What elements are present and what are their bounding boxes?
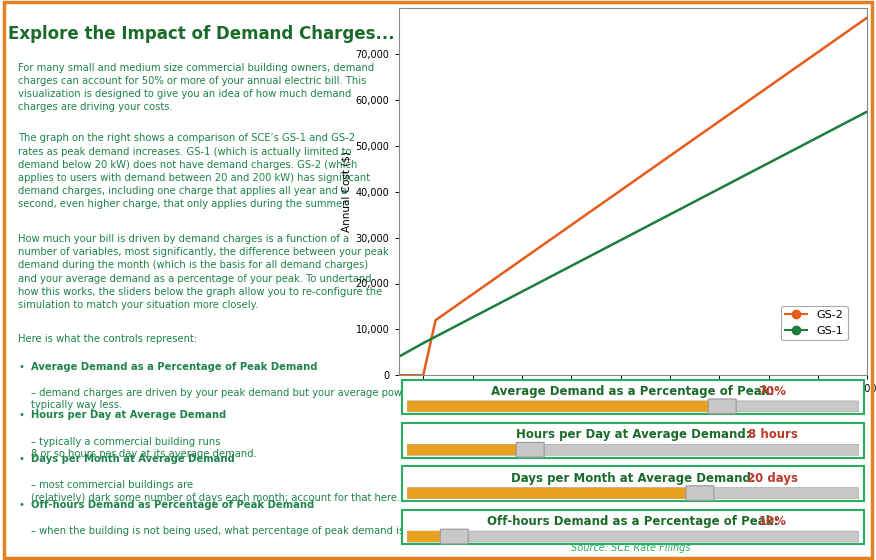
Text: For many small and medium size commercial building owners, demand
charges can ac: For many small and medium size commercia… [18, 63, 374, 113]
Text: Source: SCE Rate Filings: Source: SCE Rate Filings [571, 543, 690, 553]
FancyBboxPatch shape [686, 486, 714, 501]
Text: How much your bill is driven by demand charges is a function of a
number of vari: How much your bill is driven by demand c… [18, 234, 389, 310]
Text: •: • [18, 454, 24, 464]
Text: Off-hours Demand as Percentage of Peak Demand: Off-hours Demand as Percentage of Peak D… [32, 500, 314, 510]
Text: •: • [18, 362, 24, 372]
Legend: GS-2, GS-1: GS-2, GS-1 [781, 306, 848, 340]
FancyBboxPatch shape [402, 423, 864, 458]
FancyBboxPatch shape [709, 399, 736, 414]
FancyBboxPatch shape [441, 529, 469, 544]
Text: Average Demand as a Percentage of Peak:: Average Demand as a Percentage of Peak: [491, 385, 774, 398]
X-axis label: Peak Demand (kW): Peak Demand (kW) [579, 400, 687, 410]
Text: Hours per Day at Average Demand:: Hours per Day at Average Demand: [516, 428, 750, 441]
FancyBboxPatch shape [407, 401, 724, 412]
FancyBboxPatch shape [407, 531, 456, 542]
Title: Role of Demand Charges
SCE’s GS-1 vs GS-2: Role of Demand Charges SCE’s GS-1 vs GS-… [527, 0, 738, 3]
Text: Days per Month at Average Demand: Days per Month at Average Demand [32, 454, 236, 464]
FancyBboxPatch shape [407, 444, 858, 455]
Text: Hours per Day at Average Demand: Hours per Day at Average Demand [32, 410, 227, 421]
FancyBboxPatch shape [407, 401, 858, 412]
Text: – most commercial buildings are
(relatively) dark some number of days each month: – most commercial buildings are (relativ… [32, 480, 400, 503]
Text: – when the building is not being used, what percentage of peak demand is needed?: – when the building is not being used, w… [32, 526, 450, 536]
FancyBboxPatch shape [402, 380, 864, 414]
Text: 10%: 10% [759, 515, 787, 528]
Text: 20 days: 20 days [747, 472, 798, 484]
FancyBboxPatch shape [407, 531, 858, 542]
FancyBboxPatch shape [407, 488, 703, 498]
Text: 8 hours: 8 hours [747, 428, 797, 441]
Text: •: • [18, 410, 24, 421]
Text: The graph on the right shows a comparison of SCE’s GS-1 and GS-2
rates as peak d: The graph on the right shows a compariso… [18, 133, 371, 209]
Text: – typically a commercial building runs
8 or so hours per day at its average dema: – typically a commercial building runs 8… [32, 437, 258, 459]
Text: Days per Month at Average Demand:: Days per Month at Average Demand: [511, 472, 755, 484]
FancyBboxPatch shape [402, 510, 864, 544]
Text: Average Demand as a Percentage of Peak Demand: Average Demand as a Percentage of Peak D… [32, 362, 318, 372]
FancyBboxPatch shape [407, 444, 533, 455]
Text: – demand charges are driven by your peak demand but your average power demand is: – demand charges are driven by your peak… [32, 388, 468, 410]
Text: Explore the Impact of Demand Charges...: Explore the Impact of Demand Charges... [8, 25, 394, 43]
Text: Here is what the controls represent:: Here is what the controls represent: [18, 334, 197, 344]
Y-axis label: Annual Cost ($): Annual Cost ($) [342, 151, 351, 232]
Text: 70%: 70% [759, 385, 787, 398]
FancyBboxPatch shape [402, 466, 864, 501]
Text: Off-hours Demand as a Percentage of Peak:: Off-hours Demand as a Percentage of Peak… [487, 515, 779, 528]
FancyBboxPatch shape [516, 442, 544, 457]
Text: •: • [18, 500, 24, 510]
FancyBboxPatch shape [407, 488, 858, 498]
